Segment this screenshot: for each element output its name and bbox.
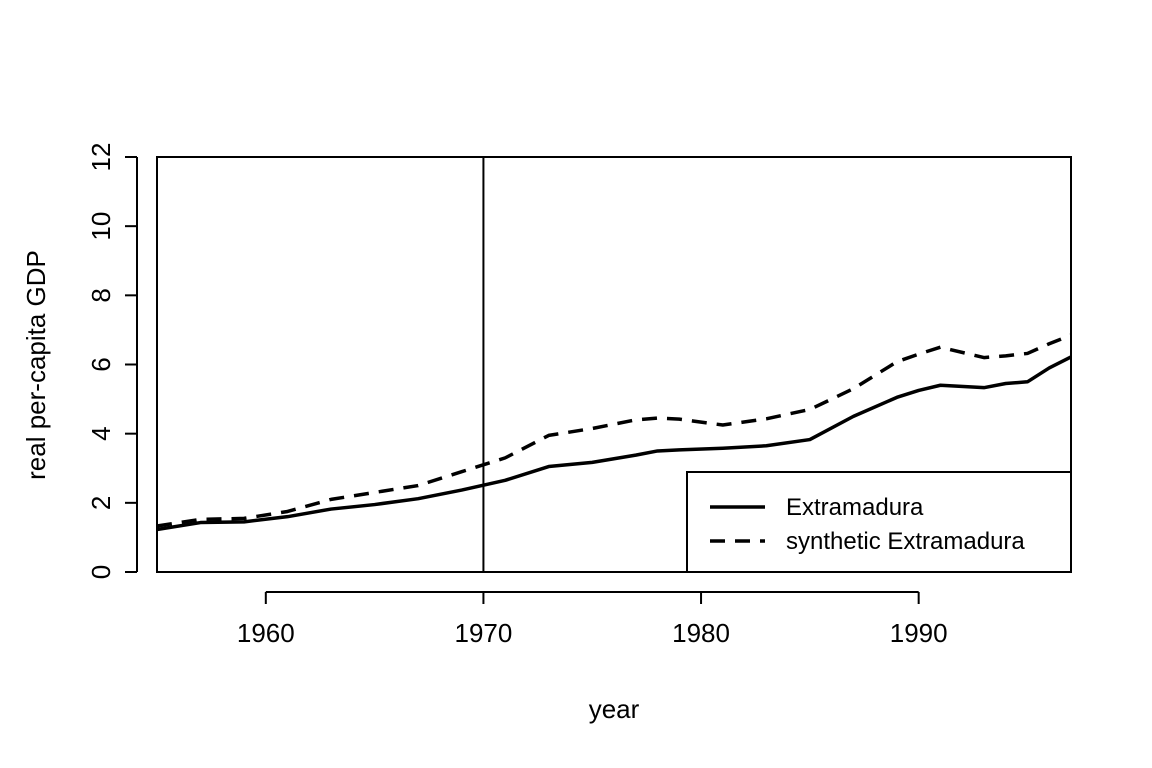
legend: Extramadura synthetic Extramadura bbox=[686, 471, 1072, 573]
y-tick-label-6: 6 bbox=[86, 357, 116, 371]
y-axis-label: real per-capita GDP bbox=[21, 250, 51, 480]
plot-area-border bbox=[156, 156, 1072, 573]
x-tick-label-1990: 1990 bbox=[890, 618, 948, 648]
y-axis: 0 2 4 6 8 10 12 bbox=[86, 143, 138, 579]
y-tick-label-12: 12 bbox=[86, 143, 116, 172]
legend-label-extramadura: Extramadura bbox=[786, 494, 924, 521]
legend-label-synthetic-extramadura: synthetic Extramadura bbox=[786, 528, 1025, 555]
y-tick-label-2: 2 bbox=[86, 496, 116, 510]
y-tick-label-8: 8 bbox=[86, 288, 116, 302]
series-line-extramadura bbox=[156, 355, 1072, 532]
y-tick-label-10: 10 bbox=[86, 212, 116, 241]
legend-box bbox=[686, 471, 1072, 573]
y-tick-label-0: 0 bbox=[86, 565, 116, 579]
series-lines bbox=[156, 333, 1072, 532]
y-tick-label-4: 4 bbox=[86, 426, 116, 440]
series-line-synthetic-extramadura bbox=[156, 333, 1072, 528]
x-tick-label-1980: 1980 bbox=[672, 618, 730, 648]
x-axis-label: year bbox=[589, 694, 640, 724]
x-tick-label-1970: 1970 bbox=[455, 618, 513, 648]
x-axis: 1960 1970 1980 1990 bbox=[237, 591, 948, 648]
x-tick-label-1960: 1960 bbox=[237, 618, 295, 648]
